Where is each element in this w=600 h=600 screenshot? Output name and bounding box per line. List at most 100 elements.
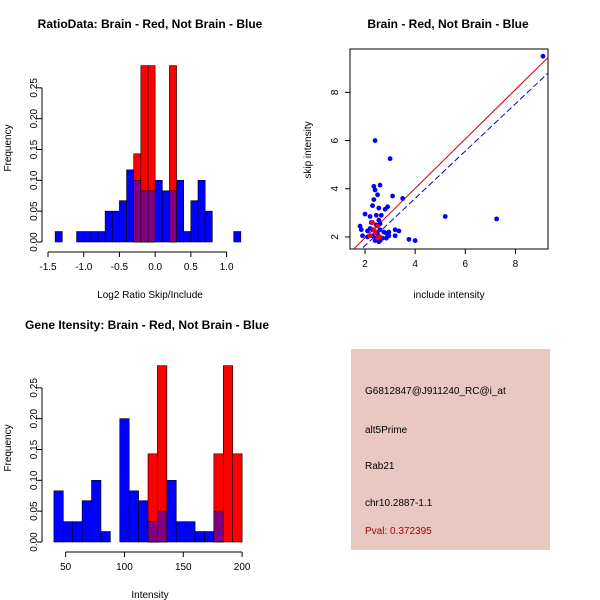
ratio-x-tick-label: 0.0 [148,262,162,273]
gene-overlap-bar [157,510,168,543]
ratio-y-tick-label: 0.20 [29,108,40,128]
not-brain-point [386,229,392,235]
not-brain-point [376,217,382,223]
gene-not-brain-bar [204,531,215,543]
ratio-y-tick-label: 0.00 [29,232,40,252]
gene-y-tick-label: 0.25 [29,378,40,398]
not-brain-point [371,197,377,203]
ratio-not-brain-bar [111,210,120,243]
gene-y-tick-label: 0.20 [29,408,40,428]
not-brain-point [375,192,380,198]
scatter-y-axis-label: skip intensity [303,121,314,178]
not-brain-point [386,233,392,239]
ratio-overlap-bar [147,190,156,243]
scatter-x-tick-label: 8 [513,259,519,270]
ratio-not-brain-bar [119,200,127,243]
gene-not-brain-bar [175,521,186,543]
brain-point [375,223,380,229]
not-brain-point [377,182,383,188]
ratio-not-brain-bar [161,190,170,243]
brain-point [377,234,383,240]
scatter-x-tick-label: 2 [362,259,368,270]
ratio-overlap-bar [133,180,142,243]
ratio-x-tick-label: -0.5 [111,262,129,273]
brain-point [367,233,373,239]
gene-brain-bar [232,453,243,543]
not-brain-point [367,214,373,219]
not-brain-point [376,205,382,211]
scatter-y-tick-label: 8 [330,89,341,95]
ratio-not-brain-bar [126,169,135,243]
ratio-x-tick-label: -1.5 [39,262,57,273]
ratio-histogram-panel: RatioData: Brain - Red, Not Brain - Blue… [3,17,263,301]
not-brain-point [412,238,418,243]
ratio-not-brain-bar [154,180,163,243]
ratio-y-tick-label: 0.05 [29,201,40,221]
scatter-plot-area [352,53,548,249]
ratio-y-tick-label: 0.25 [29,78,40,98]
not-brain-point [387,156,393,162]
ratio-y-tick-label: 0.15 [29,139,40,159]
ratio-not-brain-bar [76,231,85,243]
ratio-not-brain-bar [176,180,185,243]
probe-id: G6812847@J911240_RC@i_at [365,386,506,397]
gene-not-brain-bar [100,531,111,543]
gene-overlap-bar [213,510,224,543]
gene-not-brain-bar [81,500,92,543]
not-brain-point [362,211,368,217]
chromosome-location: chr10.2887-1.1 [365,498,433,509]
ratio-x-tick-label: 1.0 [220,262,234,273]
pval-text: Pval: 0.372395 [365,526,432,537]
ratio-overlap-bar [140,190,149,243]
not-brain-point [370,203,375,209]
gene-x-axis-label: Intensity [131,590,168,600]
gene-x-tick-label: 50 [60,562,72,573]
ratio-y-axis-label: Frequency [3,124,14,171]
not-brain-point [390,193,396,199]
not-brain-point [360,233,365,239]
ratio-not-brain-bar [90,231,99,243]
not-brain-point [385,204,390,210]
scatter-x-tick-label: 4 [412,259,418,270]
gene-y-tick-label: 0.15 [29,439,40,459]
not-brain-point [377,227,383,233]
gene-brain-bar [222,365,234,543]
gene-intensity-histogram-panel: Gene Itensity: Brain - Red, Not Brain - … [3,318,269,600]
gene-not-brain-bar [119,418,130,543]
ratio-not-brain-bar [97,231,106,243]
brain-point [371,227,377,233]
gene-y-axis-label: Frequency [3,424,14,471]
not-brain-fit-line [360,72,548,249]
not-brain-point [358,227,364,233]
ratio-x-tick-label: -1.0 [75,262,93,273]
not-brain-point [372,138,378,143]
gene-not-brain-bar [62,521,74,543]
gene-not-brain-bar [91,480,102,543]
ratio-not-brain-bar [83,231,92,243]
ratio-not-brain-bar [197,180,206,243]
scatter-y-tick-label: 2 [330,234,341,240]
ratio-not-brain-bar [104,210,113,243]
event-type: alt5Prime [365,425,408,436]
not-brain-point [373,212,379,218]
gene-name: Rab21 [365,461,395,472]
brain-fit-line [352,57,548,249]
gene-not-brain-bar [166,480,177,543]
gene-x-tick-label: 100 [116,562,133,573]
info-panel: G6812847@J911240_RC@i_at alt5Prime Rab21… [351,349,550,550]
not-brain-point [400,195,406,201]
gene-not-brain-bar [138,500,149,543]
not-brain-point [396,228,402,234]
scatter-plot-frame [349,48,549,250]
gene-chart-title: Gene Itensity: Brain - Red, Not Brain - … [25,318,269,332]
brain-point [370,220,375,225]
gene-not-brain-bar [53,490,64,543]
scatter-x-tick-label: 6 [463,259,469,270]
not-brain-point [392,233,398,239]
scatter-y-tick-label: 6 [330,137,341,143]
ratio-chart-title: RatioData: Brain - Red, Not Brain - Blue [38,17,263,31]
ratio-not-brain-bar [183,231,192,243]
not-brain-point [376,239,382,245]
not-brain-point [372,187,378,193]
